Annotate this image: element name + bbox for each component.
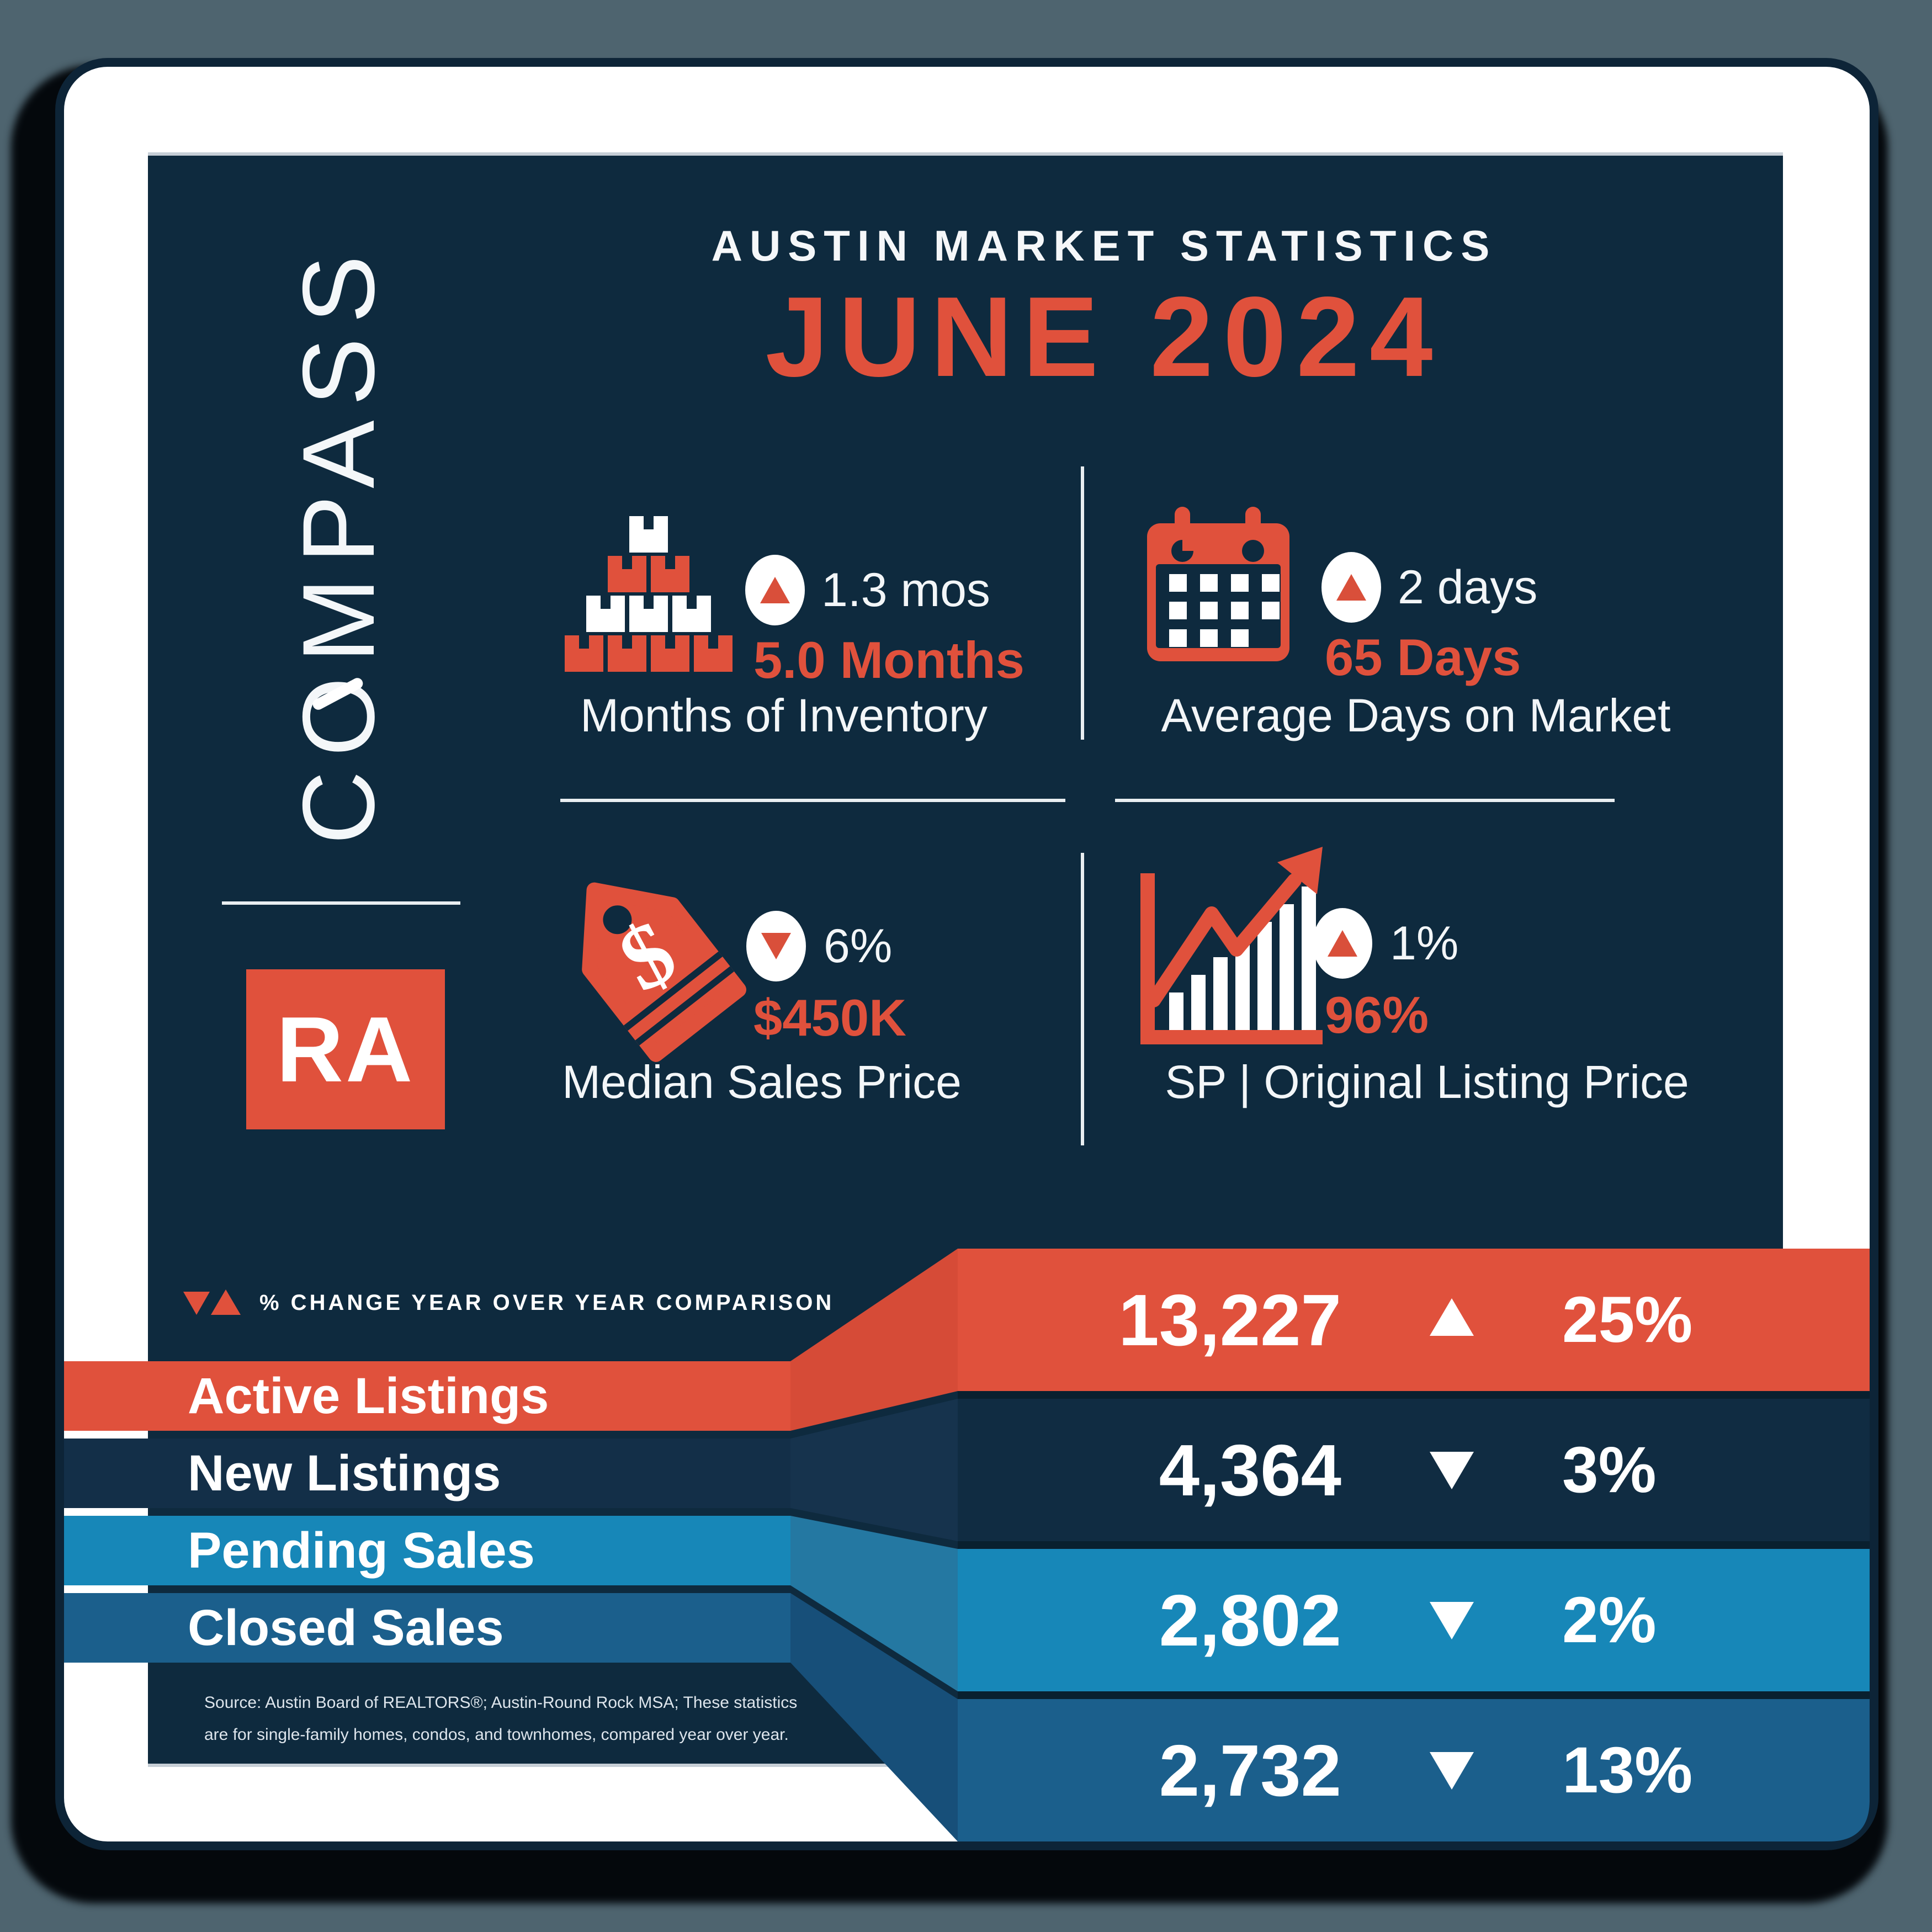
up-triangle-icon	[1328, 930, 1357, 957]
stat-value: 5.0 Months	[753, 631, 1025, 689]
connector-closed-sales	[790, 1593, 958, 1841]
stat-value: 65 Days	[1325, 628, 1521, 686]
row-down-triangle-icon	[1430, 1452, 1474, 1492]
row-label: Active Listings	[188, 1367, 549, 1424]
band-active-listings	[64, 1361, 790, 1431]
row-percent: 2%	[1562, 1584, 1657, 1657]
change-direction-badge	[1321, 552, 1381, 623]
up-triangle-icon	[760, 577, 790, 603]
stat-change: 6%	[824, 920, 893, 973]
stat-label: Months of Inventory	[580, 689, 988, 741]
row-label: Pending Sales	[188, 1522, 535, 1579]
value-band-pending-sales	[958, 1549, 1870, 1691]
change-direction-badge	[745, 555, 805, 625]
comparison-value-bands	[958, 1249, 1870, 1841]
calendar-icon	[1147, 507, 1289, 661]
divider-vertical-top	[1081, 466, 1084, 740]
up-triangle-icon	[1336, 574, 1366, 601]
row-value: 4,364	[1159, 1429, 1341, 1511]
value-band-active-listings	[958, 1249, 1870, 1391]
value-band-new-listings	[958, 1399, 1870, 1541]
bar-chart-icon	[1140, 847, 1323, 1044]
band-new-listings	[64, 1439, 790, 1508]
comparison-label-bands	[64, 1361, 790, 1663]
stat-value: $450K	[753, 989, 906, 1047]
connector-new-listings	[790, 1399, 958, 1541]
row-value: 2,802	[1159, 1579, 1341, 1661]
inventory-boxes-icon	[565, 516, 733, 672]
change-direction-badge	[1313, 908, 1372, 979]
row-label: New Listings	[188, 1445, 501, 1501]
legend-down-triangle-icon	[183, 1292, 210, 1318]
connector-active-listings	[790, 1249, 958, 1431]
change-direction-badge	[746, 911, 806, 981]
compass-logo: COMPASS	[282, 241, 396, 845]
row-value: 13,227	[1118, 1279, 1341, 1361]
divider-horizontal-right	[1115, 799, 1615, 802]
page-title: AUSTIN MARKET STATISTICS	[711, 221, 1497, 270]
connector-pending-sales	[790, 1516, 958, 1691]
report-period: JUNE 2024	[765, 273, 1443, 400]
row-percent: 13%	[1562, 1734, 1693, 1807]
value-band-closed-sales	[958, 1699, 1870, 1841]
legend-up-triangle-icon	[211, 1289, 241, 1318]
divider-compass-ra	[222, 901, 460, 905]
row-value: 2,732	[1159, 1729, 1341, 1811]
comparison-connectors	[790, 1249, 958, 1841]
band-pending-sales	[64, 1516, 790, 1585]
row-up-triangle-icon	[1430, 1298, 1474, 1339]
stat-label: Median Sales Price	[562, 1056, 962, 1108]
row-percent: 25%	[1562, 1283, 1693, 1356]
stat-label: Average Days on Market	[1161, 689, 1671, 741]
band-closed-sales	[64, 1593, 790, 1663]
source-note-line1: Source: Austin Board of REALTORS®; Austi…	[204, 1694, 798, 1712]
comparison-legend: % CHANGE YEAR OVER YEAR COMPARISON	[259, 1291, 835, 1315]
row-down-triangle-icon	[1430, 1752, 1474, 1792]
stat-value: 96%	[1325, 986, 1429, 1044]
divider-vertical-bottom	[1081, 853, 1084, 1145]
stat-change: 1%	[1390, 917, 1459, 970]
stat-change: 2 days	[1398, 561, 1538, 614]
source-note-line2: are for single-family homes, condos, and…	[204, 1726, 789, 1744]
row-percent: 3%	[1562, 1434, 1657, 1506]
divider-lines	[222, 466, 1615, 1145]
ra-logo-text: RA	[276, 997, 415, 1101]
stat-change: 1.3 mos	[821, 564, 990, 617]
divider-horizontal-left	[560, 799, 1065, 802]
ra-logo-badge: RA	[246, 969, 445, 1129]
row-down-triangle-icon	[1430, 1602, 1474, 1642]
stat-label: SP | Original Listing Price	[1165, 1056, 1689, 1108]
down-triangle-icon	[761, 933, 791, 959]
row-label: Closed Sales	[188, 1599, 504, 1656]
price-tag-icon: $	[582, 882, 746, 1062]
